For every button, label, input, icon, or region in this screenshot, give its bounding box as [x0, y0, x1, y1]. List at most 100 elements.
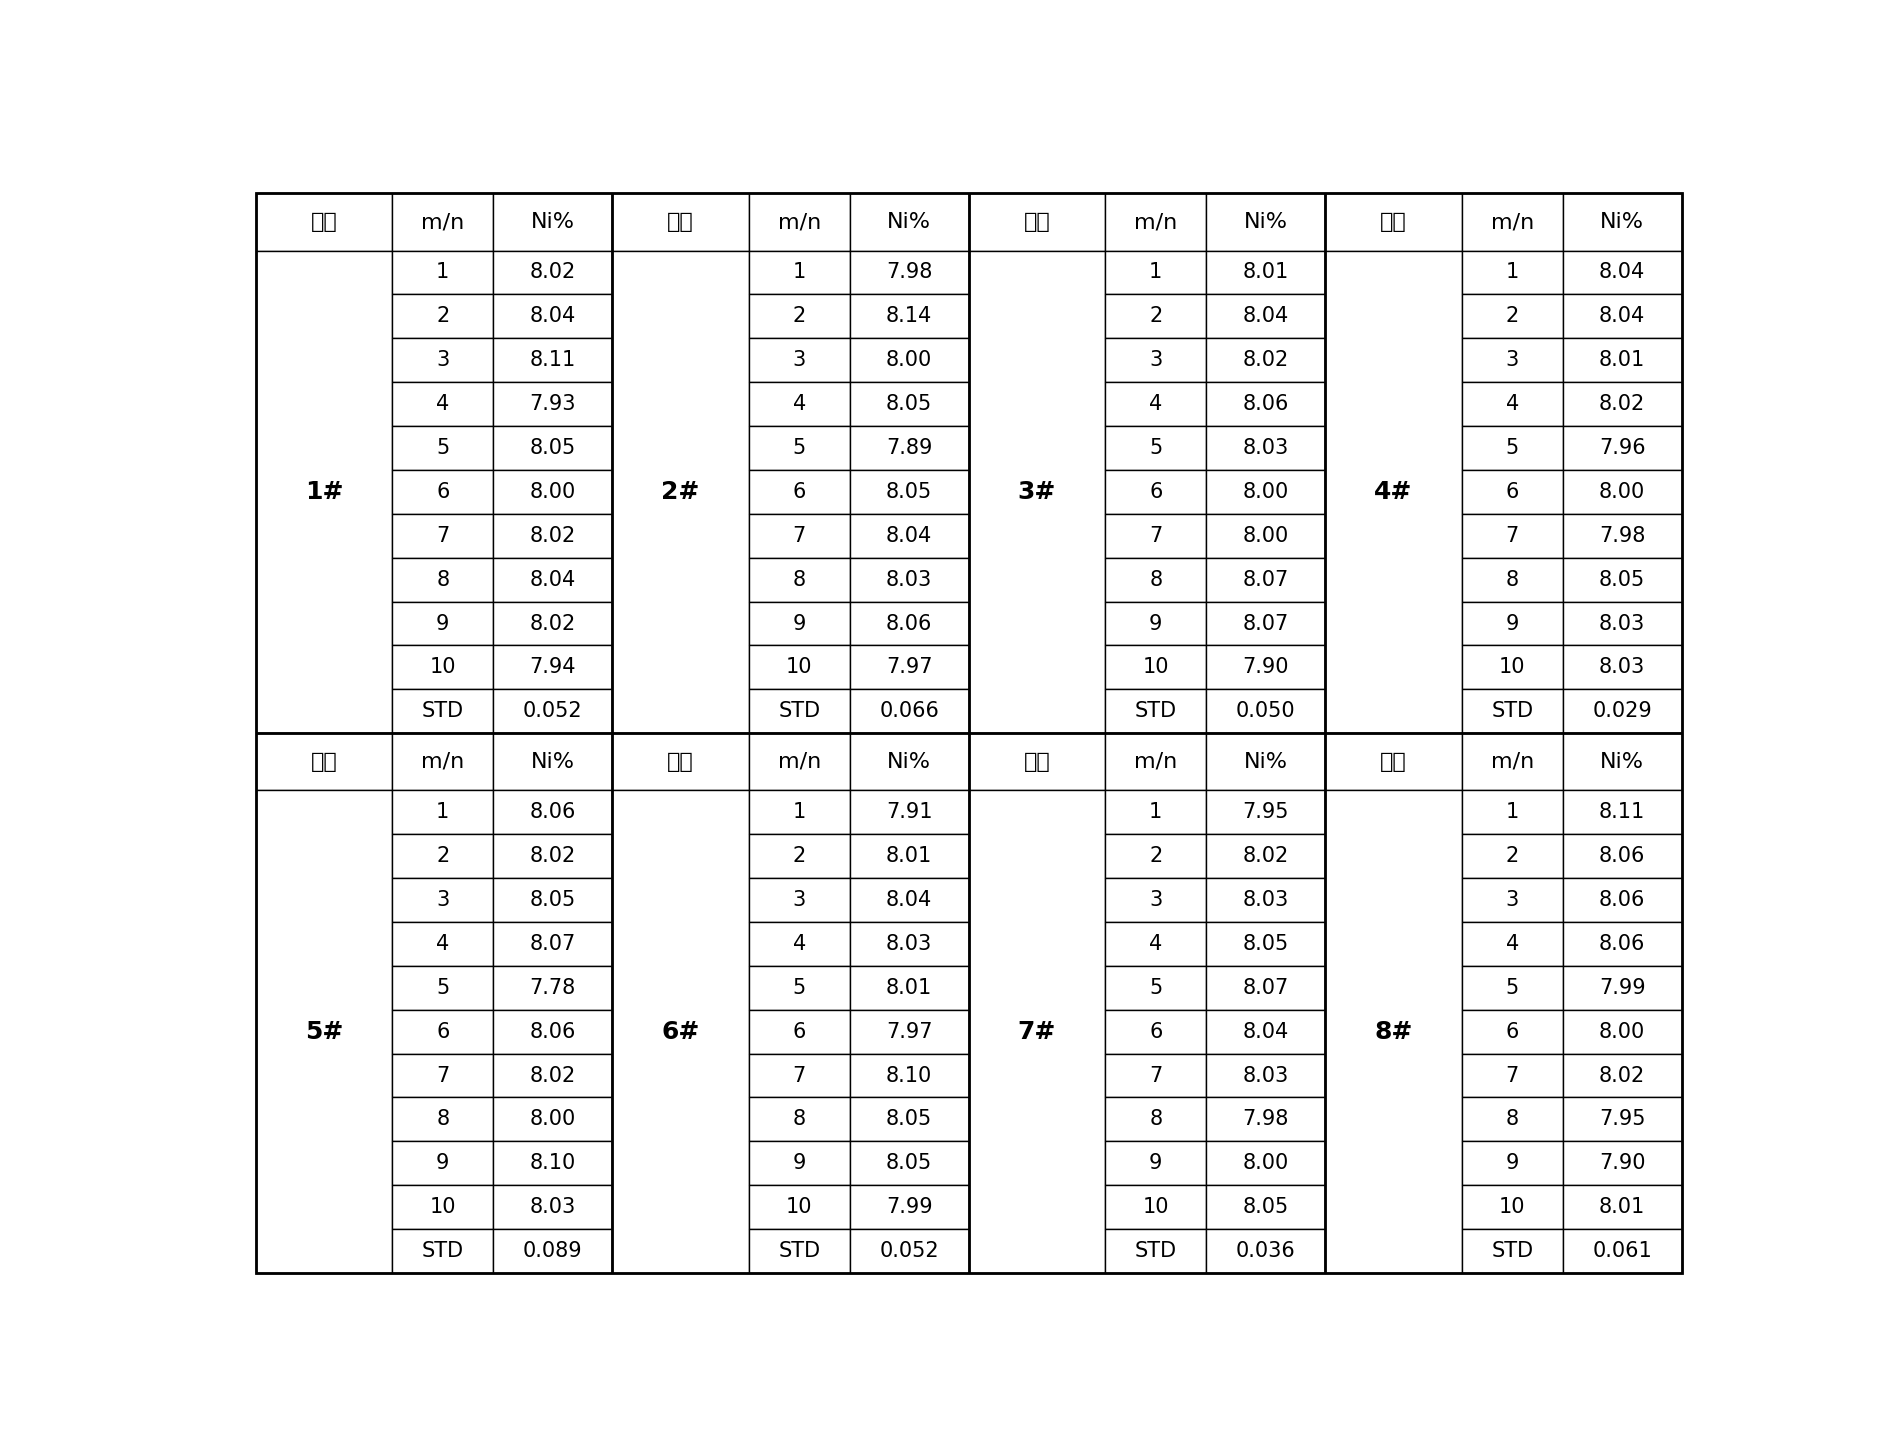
Bar — [1562, 790, 1681, 835]
Bar — [748, 878, 850, 922]
Text: 5: 5 — [791, 977, 805, 998]
Bar — [393, 1009, 493, 1054]
Bar — [1205, 646, 1324, 690]
Bar — [393, 601, 493, 646]
Bar — [1105, 790, 1205, 835]
Text: 8.02: 8.02 — [529, 263, 576, 283]
Text: 编号: 编号 — [310, 752, 336, 772]
Bar — [1460, 338, 1562, 382]
Text: 1: 1 — [1506, 803, 1519, 822]
Bar — [850, 1230, 969, 1273]
Bar — [1105, 646, 1205, 690]
Text: STD: STD — [1133, 1241, 1177, 1262]
Text: 8.06: 8.06 — [1241, 393, 1288, 414]
Bar — [748, 1054, 850, 1098]
Text: 8.11: 8.11 — [529, 350, 576, 370]
Bar — [1105, 1098, 1205, 1141]
Bar — [493, 1054, 612, 1098]
Bar — [493, 878, 612, 922]
Text: 4#: 4# — [1373, 481, 1411, 504]
Text: 10: 10 — [1143, 658, 1169, 678]
Bar — [1562, 690, 1681, 733]
Text: 5: 5 — [1506, 439, 1519, 457]
Text: 编号: 编号 — [310, 212, 336, 232]
Text: 4: 4 — [436, 934, 450, 954]
Bar — [1460, 295, 1562, 338]
Bar — [612, 790, 748, 1273]
Bar — [493, 425, 612, 470]
Text: 9: 9 — [791, 614, 805, 633]
Text: 8.00: 8.00 — [529, 482, 576, 502]
Bar — [748, 1185, 850, 1230]
Bar — [493, 295, 612, 338]
Bar — [1105, 1185, 1205, 1230]
Text: 8: 8 — [1149, 569, 1162, 590]
Text: 1: 1 — [1506, 263, 1519, 283]
Bar — [1205, 514, 1324, 558]
Text: 8.06: 8.06 — [529, 1022, 576, 1041]
Text: 5: 5 — [436, 977, 450, 998]
Text: 7: 7 — [1506, 526, 1519, 546]
Bar — [850, 646, 969, 690]
Bar — [850, 835, 969, 878]
Bar — [1460, 790, 1562, 835]
Text: 8.07: 8.07 — [1241, 569, 1288, 590]
Text: 8.01: 8.01 — [1598, 1198, 1645, 1217]
Bar — [1562, 514, 1681, 558]
Bar — [850, 514, 969, 558]
Bar — [748, 338, 850, 382]
Bar — [748, 558, 850, 601]
Text: 5: 5 — [1149, 439, 1162, 457]
Text: 8: 8 — [436, 569, 450, 590]
Text: 8.05: 8.05 — [529, 890, 576, 910]
Text: 0.029: 0.029 — [1592, 701, 1651, 722]
Bar — [1460, 733, 1562, 790]
Bar — [1105, 1141, 1205, 1185]
Text: 3: 3 — [1149, 890, 1162, 910]
Text: m/n: m/n — [421, 752, 465, 772]
Bar — [748, 470, 850, 514]
Text: 7.97: 7.97 — [886, 1022, 931, 1041]
Text: 3: 3 — [791, 890, 805, 910]
Text: 8.03: 8.03 — [1241, 890, 1288, 910]
Text: 0.050: 0.050 — [1235, 701, 1294, 722]
Text: 10: 10 — [1498, 1198, 1524, 1217]
Bar — [393, 295, 493, 338]
Bar — [393, 193, 493, 251]
Bar — [1105, 295, 1205, 338]
Bar — [1460, 1141, 1562, 1185]
Bar — [748, 425, 850, 470]
Text: 编号: 编号 — [1379, 212, 1405, 232]
Bar — [255, 193, 393, 251]
Text: 8.04: 8.04 — [1241, 306, 1288, 327]
Bar — [1324, 733, 1460, 790]
Text: 7: 7 — [1149, 526, 1162, 546]
Bar — [748, 514, 850, 558]
Text: 8.05: 8.05 — [886, 1153, 931, 1173]
Text: Ni%: Ni% — [1600, 212, 1643, 232]
Text: 9: 9 — [1149, 1153, 1162, 1173]
Bar — [1105, 601, 1205, 646]
Bar — [1460, 514, 1562, 558]
Bar — [1562, 646, 1681, 690]
Text: 9: 9 — [1149, 614, 1162, 633]
Bar — [748, 382, 850, 425]
Bar — [393, 470, 493, 514]
Bar — [1205, 601, 1324, 646]
Bar — [1105, 878, 1205, 922]
Text: 10: 10 — [1498, 658, 1524, 678]
Bar — [1205, 251, 1324, 295]
Text: 7#: 7# — [1018, 1019, 1056, 1044]
Bar — [748, 835, 850, 878]
Text: 8.01: 8.01 — [1241, 263, 1288, 283]
Text: 8.01: 8.01 — [886, 977, 931, 998]
Bar — [748, 1141, 850, 1185]
Bar — [850, 382, 969, 425]
Text: 9: 9 — [791, 1153, 805, 1173]
Text: 7: 7 — [1149, 1066, 1162, 1086]
Bar — [493, 1009, 612, 1054]
Text: 0.036: 0.036 — [1235, 1241, 1294, 1262]
Text: 0.052: 0.052 — [523, 701, 582, 722]
Text: 9: 9 — [436, 1153, 450, 1173]
Bar — [493, 338, 612, 382]
